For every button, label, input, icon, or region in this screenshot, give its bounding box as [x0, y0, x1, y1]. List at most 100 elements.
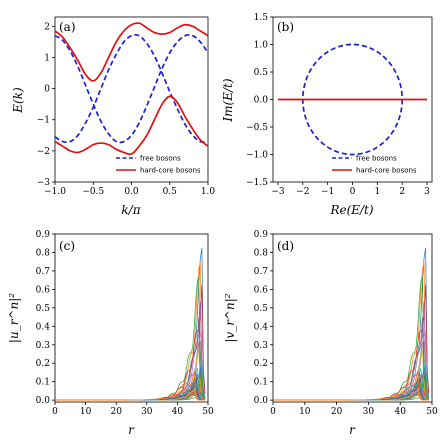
- x-tick-label: 20: [110, 407, 122, 417]
- plot-area: [273, 248, 430, 401]
- x-tick-label: 20: [331, 407, 343, 417]
- x-tick-label: 0: [270, 407, 276, 417]
- hard-core-bosons-line: [55, 95, 208, 156]
- y-tick-label: −1.0: [246, 151, 268, 161]
- x-tick-label: −3: [271, 187, 285, 197]
- y-tick-label: 0.5: [254, 304, 269, 314]
- x-tick-label: 0.0: [124, 187, 139, 197]
- plot-area: [55, 22, 208, 156]
- panel-a-label: (a): [59, 20, 76, 34]
- y-tick-label: 0.8: [36, 248, 51, 258]
- panel-a-legend: free bosons hard-core bosons: [116, 155, 201, 175]
- y-tick-label: 0.1: [254, 378, 268, 388]
- y-tick-label: 0.2: [36, 359, 50, 369]
- panel-d-ticks: 0 10 20 30 40 50 0.0 0.1 0.2 0.3 0.4 0.5 0.6 0.7 0.8 0.…: [254, 230, 438, 417]
- mode-line: [273, 301, 430, 401]
- y-tick-label: 0.2: [254, 359, 268, 369]
- y-tick-label: −0.5: [246, 123, 268, 133]
- mode-line: [273, 317, 429, 401]
- mode-line: [273, 248, 430, 401]
- mode-line: [55, 301, 206, 401]
- y-tick-label: 0.7: [36, 267, 51, 277]
- x-tick-label: −1: [321, 187, 334, 197]
- panel-b-series: [277, 43, 428, 156]
- panel-b-ylabel: Im(E/t): [221, 78, 235, 122]
- panel-d-label: (d): [277, 239, 294, 253]
- y-tick-label: 0.0: [254, 96, 269, 106]
- x-tick-label: 10: [80, 407, 92, 417]
- x-tick-label: −1.0: [44, 187, 66, 197]
- y-tick-label: 0.9: [36, 230, 51, 240]
- mode-line: [273, 262, 430, 401]
- free-bosons-line: [55, 34, 208, 144]
- panel-b-xlabel: Re(E/t): [329, 203, 373, 217]
- panel-c-xlabel: r: [128, 423, 135, 437]
- y-tick-label: 0.4: [36, 322, 51, 332]
- mode-line: [55, 371, 205, 401]
- y-tick-label: 0.5: [254, 68, 269, 78]
- x-tick-label: 40: [172, 407, 184, 417]
- mode-line: [273, 277, 430, 401]
- y-tick-label: 0.4: [254, 322, 269, 332]
- panel-b-label: (b): [277, 20, 294, 34]
- y-tick-label: −2: [37, 147, 50, 157]
- panel-c-ticks: 0 10 20 30 40 50 0.0 0.1 0.2 0.3 0.4 0.5 0.6 0.7 0.8 0.…: [36, 230, 214, 417]
- x-tick-label: 3: [424, 187, 430, 197]
- x-tick-label: −2: [296, 187, 309, 197]
- mode-line: [55, 248, 206, 401]
- x-tick-label: 1: [374, 187, 380, 197]
- panel-d-series: [273, 248, 430, 401]
- x-tick-label: 50: [426, 407, 438, 417]
- panel-d-frame: [272, 233, 433, 403]
- hard-core-bosons-line: [55, 22, 208, 82]
- x-tick-label: 30: [363, 407, 375, 417]
- panel-d-xlabel: r: [349, 423, 356, 437]
- y-tick-label: 0.3: [36, 341, 51, 351]
- panel-b-legend: free bosons hard-core bosons: [332, 155, 417, 175]
- mode-line: [55, 375, 206, 401]
- panel-b-legend-free: free bosons: [356, 155, 397, 163]
- y-tick-label: −3: [37, 178, 51, 188]
- y-tick-label: 1: [44, 53, 50, 63]
- mode-line: [273, 284, 430, 401]
- y-tick-label: 0.6: [254, 285, 269, 295]
- y-tick-label: 2: [44, 22, 50, 32]
- mode-line: [273, 375, 429, 401]
- plot-area: [55, 248, 206, 401]
- y-tick-label: 0.1: [36, 378, 50, 388]
- y-tick-label: 1.0: [254, 41, 269, 51]
- y-tick-label: 0.3: [254, 341, 269, 351]
- x-tick-label: 2: [399, 187, 405, 197]
- x-tick-label: 50: [202, 407, 214, 417]
- x-tick-label: 10: [299, 407, 311, 417]
- y-tick-label: 0.6: [36, 285, 51, 295]
- x-tick-label: 40: [394, 407, 406, 417]
- y-tick-label: 0: [44, 85, 50, 95]
- y-tick-label: 0.0: [254, 396, 269, 406]
- panel-a-legend-hc: hard-core bosons: [140, 167, 201, 175]
- y-tick-label: 0.0: [36, 396, 51, 406]
- panel-a-series: [55, 22, 208, 156]
- x-tick-label: 0.5: [163, 187, 178, 197]
- panel-a-ticks: −1.0 −0.5 0.0 0.5 1.0 −3 −2 −1 0 1 2: [37, 22, 216, 197]
- mode-line: [55, 277, 206, 401]
- mode-line: [55, 317, 206, 401]
- free-bosons-line: [55, 33, 208, 144]
- x-tick-label: 1.0: [201, 187, 216, 197]
- x-tick-label: −0.5: [82, 187, 104, 197]
- x-tick-label: 0: [350, 187, 356, 197]
- y-tick-label: −1: [37, 116, 50, 126]
- panel-d: 0 10 20 30 40 50 0.0 0.1 0.2 0.3 0.4 0.5 0.6 0.7 0.8 0.…: [223, 230, 438, 437]
- y-tick-label: 0.7: [254, 267, 269, 277]
- y-tick-label: −1.5: [246, 178, 268, 188]
- mode-line: [55, 262, 206, 401]
- panel-a-xlabel: k/π: [121, 203, 141, 217]
- x-tick-label: 0: [52, 407, 58, 417]
- panel-c: 0 10 20 30 40 50 0.0 0.1 0.2 0.3 0.4 0.5 0.6 0.7 0.8 0.…: [7, 230, 214, 437]
- plot-area: [277, 43, 428, 156]
- panel-b-legend-hc: hard-core bosons: [356, 167, 417, 175]
- y-tick-label: 0.5: [36, 304, 51, 314]
- y-tick-label: 0.8: [254, 248, 269, 258]
- y-tick-label: 1.5: [254, 13, 269, 23]
